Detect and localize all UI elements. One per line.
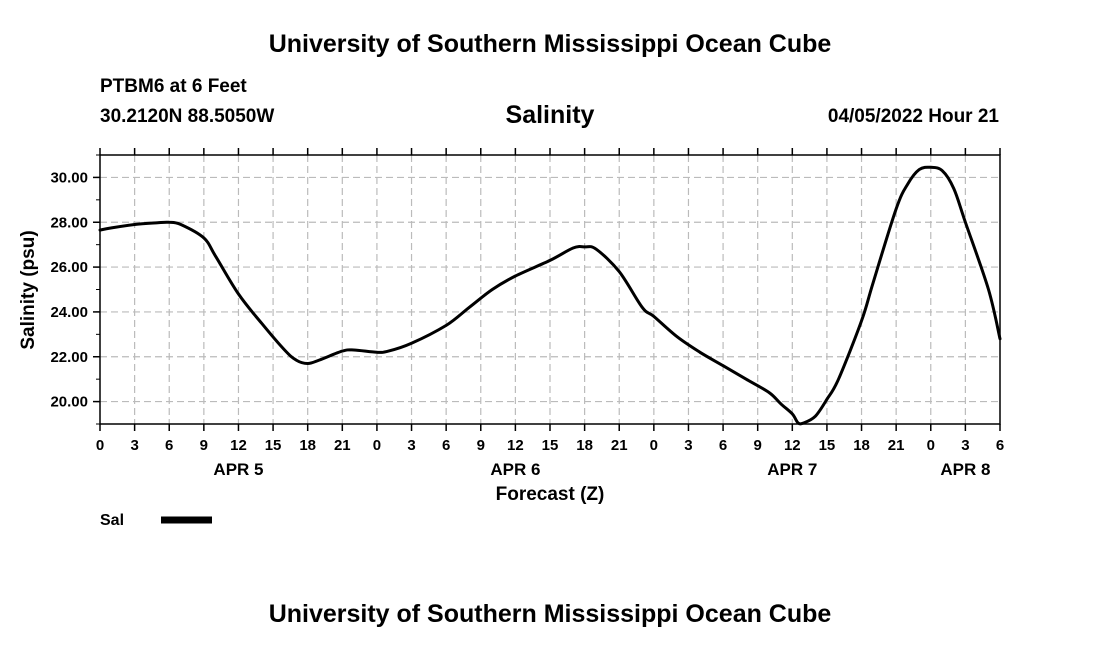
axis-ticks	[93, 148, 1001, 431]
x-tick-label: 21	[611, 437, 628, 454]
station-name: PTBM6 at 6 Feet	[100, 76, 247, 97]
x-tick-label: 3	[407, 437, 415, 454]
page-title-bottom: University of Southern Mississippi Ocean…	[268, 600, 832, 628]
y-tick-labels: 20.00 22.00 24.00 26.00 28.00 30.00	[50, 169, 88, 410]
x-tick-label: 9	[200, 437, 208, 454]
x-tick-label: 15	[542, 437, 559, 454]
x-tick-label: 0	[927, 437, 935, 454]
x-tick-label: 15	[265, 437, 282, 454]
x-tick-label: 0	[96, 437, 104, 454]
x-tick-label: 6	[719, 437, 727, 454]
x-tick-label: 12	[784, 437, 801, 454]
x-tick-label: 12	[507, 437, 524, 454]
y-tick-label: 26.00	[50, 259, 88, 276]
x-tick-label: 3	[130, 437, 138, 454]
salinity-series-line	[98, 165, 1002, 426]
day-label: APR 5	[213, 460, 263, 479]
x-tick-label: 0	[373, 437, 381, 454]
grid-lines	[100, 155, 1000, 424]
x-tick-label: 6	[996, 437, 1004, 454]
x-tick-label: 3	[684, 437, 692, 454]
y-tick-label: 22.00	[50, 349, 88, 366]
y-tick-label: 30.00	[50, 169, 88, 186]
x-tick-label: 18	[299, 437, 316, 454]
x-tick-label: 18	[576, 437, 593, 454]
day-label: APR 8	[940, 460, 990, 479]
x-tick-label: 0	[650, 437, 658, 454]
page-title-top: University of Southern Mississippi Ocean…	[268, 30, 832, 58]
station-coordinates: 30.2120N 88.5050W	[100, 106, 275, 127]
x-tick-label: 6	[165, 437, 173, 454]
day-label: APR 6	[490, 460, 540, 479]
y-tick-label: 28.00	[50, 214, 88, 231]
day-labels: APR 5 APR 6 APR 7 APR 8	[213, 460, 990, 479]
legend-label: Sal	[100, 512, 124, 529]
day-label: APR 7	[767, 460, 817, 479]
x-tick-label: 21	[334, 437, 351, 454]
chart-title: Salinity	[505, 101, 595, 129]
x-tick-label: 3	[961, 437, 969, 454]
y-tick-label: 20.00	[50, 394, 88, 411]
x-tick-label: 9	[477, 437, 485, 454]
x-tick-label: 18	[853, 437, 870, 454]
x-axis-title: Forecast (Z)	[496, 484, 605, 505]
x-tick-label: 12	[230, 437, 247, 454]
x-tick-labels: 0 3 6 9 12 15 18 21 0 3 6 9 12 15 18 21 0 3 6 9 12 15 18 21 0 3 6	[96, 437, 1004, 454]
y-tick-label: 24.00	[50, 304, 88, 321]
x-tick-label: 15	[819, 437, 836, 454]
forecast-timestamp: 04/05/2022 Hour 21	[827, 106, 999, 127]
x-tick-label: 6	[442, 437, 450, 454]
x-tick-label: 9	[754, 437, 762, 454]
y-axis-title: Salinity (psu)	[18, 230, 39, 349]
x-tick-label: 21	[888, 437, 905, 454]
plot-frame	[99, 154, 1001, 425]
